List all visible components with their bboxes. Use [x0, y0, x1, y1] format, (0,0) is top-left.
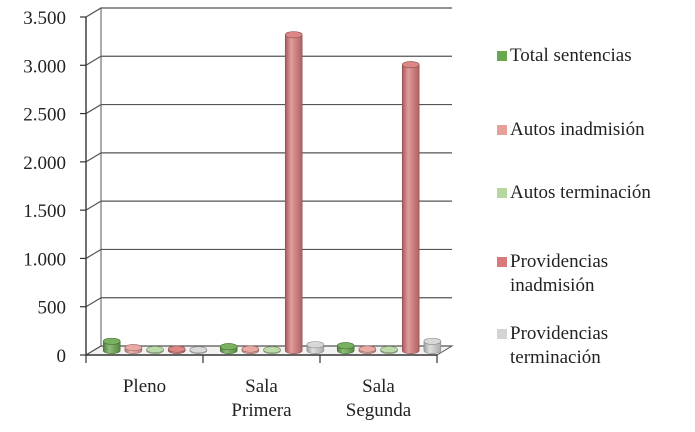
- bar: [102, 337, 121, 354]
- side-wall: [85, 7, 102, 356]
- y-tick-label: 3.000: [23, 56, 66, 77]
- bar-top: [102, 337, 121, 345]
- x-tick-label: Sala Segunda: [346, 376, 412, 421]
- bar: [380, 346, 398, 354]
- bar-body: [401, 64, 420, 354]
- gridline: [85, 297, 452, 308]
- gridline: [85, 103, 452, 115]
- legend-item: Autos inadmisión: [497, 118, 695, 142]
- bar-top: [124, 344, 143, 352]
- bar-top: [167, 345, 186, 353]
- legend-label: Autos inadmisión: [510, 119, 645, 140]
- gridline: [85, 152, 452, 163]
- gridline: [85, 7, 452, 18]
- bar: [124, 344, 143, 354]
- gridlines: [85, 7, 452, 356]
- legend-swatch: [497, 188, 507, 198]
- y-tick-label: 3.500: [23, 8, 66, 29]
- legend-item: Total sentencias: [497, 44, 695, 68]
- legend-swatch: [497, 125, 507, 135]
- legend-item: Providencias inadmisión: [497, 250, 695, 298]
- bar-body: [284, 34, 303, 354]
- y-tick-label: 500: [38, 298, 67, 319]
- bar: [423, 337, 442, 354]
- legend-swatch: [497, 51, 507, 61]
- bar: [263, 346, 281, 354]
- bar: [336, 342, 355, 354]
- legend-label: Providencias terminación: [510, 323, 609, 368]
- gridline: [85, 55, 452, 66]
- y-tick-label: 2.500: [23, 105, 66, 126]
- bar: [146, 346, 164, 354]
- legend: Total sentencias Autos inadmisión Autos te…: [497, 0, 695, 432]
- bar-top: [146, 346, 164, 354]
- legend-swatch: [497, 329, 507, 339]
- chart-walls: [84, 7, 454, 356]
- bar: [167, 345, 186, 354]
- bar-top: [189, 346, 208, 354]
- legend-item: Providencias terminación: [497, 322, 695, 370]
- bar-top: [306, 341, 325, 349]
- bar-top: [241, 345, 260, 353]
- bar: [306, 341, 325, 354]
- legend-label: Autos terminación: [510, 182, 651, 203]
- legend-swatch: [497, 257, 507, 267]
- bar: [241, 345, 260, 354]
- legend-item: Autos terminación: [497, 181, 695, 205]
- y-tick-label: 2.000: [23, 153, 66, 174]
- bar: [358, 345, 377, 354]
- bar: [401, 61, 420, 354]
- axes: [80, 16, 438, 363]
- gridline: [85, 345, 452, 356]
- bar-top: [263, 346, 281, 354]
- y-tick-label: 0: [57, 346, 67, 367]
- bar: [219, 343, 238, 354]
- x-tick-labels: Pleno Sala Primera Sala Segunda: [123, 376, 412, 421]
- bar-top: [284, 31, 303, 39]
- y-tick-label: 1.500: [23, 201, 66, 222]
- bar-top: [380, 346, 398, 354]
- bar: [189, 346, 208, 354]
- bar-top: [423, 337, 442, 345]
- bar-top: [219, 343, 238, 351]
- x-tick-label: Sala Primera: [231, 376, 292, 421]
- bar-top: [358, 345, 377, 353]
- legend-label: Providencias inadmisión: [510, 251, 609, 296]
- gridline: [85, 248, 452, 259]
- legend-label: Total sentencias: [510, 45, 632, 66]
- y-tick-labels: 0 500 1.000 1.500 2.000 2.500 3.000 3.500: [23, 8, 66, 367]
- x-tick-label: Pleno: [123, 376, 166, 397]
- bars: [102, 31, 442, 354]
- gridline: [85, 200, 452, 211]
- bar-top: [336, 342, 355, 350]
- bar: [284, 31, 303, 354]
- bar-top: [401, 61, 420, 69]
- y-tick-label: 1.000: [23, 249, 66, 270]
